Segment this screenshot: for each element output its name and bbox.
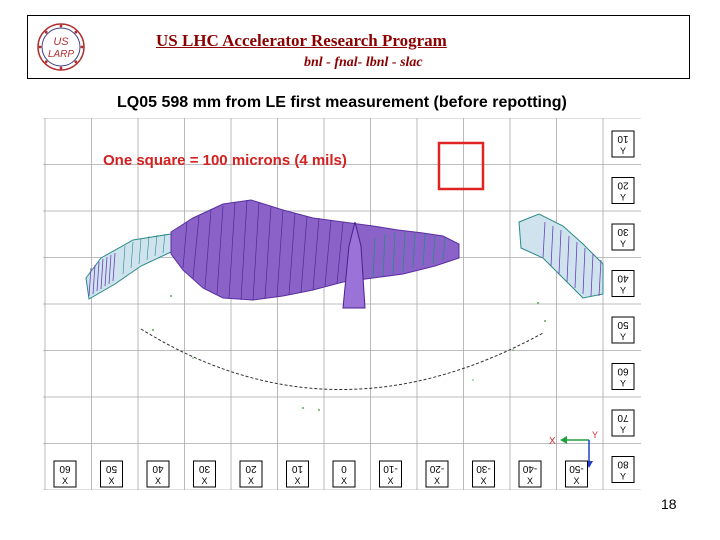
bottom-axis-label: 30 X: [193, 460, 216, 488]
x-axis-label: X: [549, 436, 556, 447]
right-axis-label: 10 Y: [611, 130, 635, 158]
axis-label-letter: X: [294, 476, 300, 486]
axis-label-letter: Y: [620, 379, 626, 389]
axis-label-letter: X: [341, 476, 347, 486]
axis-label-letter: X: [62, 476, 68, 486]
axis-label-number: 50: [617, 319, 629, 330]
axis-label-letter: X: [248, 476, 254, 486]
bottom-axis-label: -10 X: [379, 460, 402, 488]
header-box: US LARP US LHC Accelerator Research Prog…: [27, 15, 690, 79]
right-axis-label: 80 Y: [611, 456, 635, 483]
axis-label-letter: Y: [620, 193, 626, 203]
bottom-axis-label: 0X: [332, 460, 356, 488]
axis-label-number: -40: [522, 463, 537, 474]
bottom-axis-label: 40 X: [146, 460, 170, 488]
axis-label-number: 20: [245, 463, 257, 474]
bottom-axis-label: -30 X: [472, 460, 495, 488]
right-axis-label: 30 Y: [611, 223, 635, 251]
axis-label-letter: Y: [620, 472, 626, 482]
bottom-axis-label: -50 X: [565, 460, 588, 488]
axis-label-letter: Y: [620, 425, 626, 435]
axis-label-letter: X: [480, 476, 486, 486]
scale-note: One square = 100 microns (4 mils): [103, 152, 347, 169]
svg-text:US: US: [53, 36, 69, 48]
page-number: 18: [661, 496, 677, 512]
axis-label-letter: X: [573, 476, 579, 486]
axis-label-number: 70: [617, 412, 629, 423]
x-arrow-head: [560, 436, 567, 444]
axis-label-number: 40: [617, 273, 629, 284]
right-axis-label: 70 Y: [611, 409, 635, 437]
svg-text:LARP: LARP: [48, 49, 74, 60]
bottom-axis-label: 50 X: [100, 460, 123, 488]
right-coil-hatch: [542, 221, 602, 297]
axis-label-number: 50: [106, 463, 118, 474]
slide-title: LQ05 598 mm from LE first measurement (b…: [117, 94, 567, 111]
right-axis-labels: 10 Y 20 Y 30 Y 40 Y 50 Y 60 Y 70 Y 80 Y: [611, 130, 635, 483]
bottom-axis-label: -40 X: [518, 460, 542, 488]
axis-label-number: 40: [152, 463, 164, 474]
axis-label-letter: X: [108, 476, 114, 486]
left-coil-hatch: [88, 252, 116, 297]
axis-label-number: 20: [617, 180, 629, 191]
axis-label-letter: X: [201, 476, 207, 486]
axis-label-letter: Y: [620, 239, 626, 249]
central-spike: [342, 221, 366, 309]
right-axis-label: 20 Y: [611, 177, 635, 204]
right-axis-label: 60 Y: [611, 363, 635, 390]
central-hatch: [182, 199, 344, 301]
axis-label-letter: Y: [620, 146, 626, 156]
bottom-axis-label: 60 X: [53, 460, 77, 488]
axis-label-number: 10: [292, 463, 304, 474]
axis-label-number: 30: [199, 463, 211, 474]
inner-arc: [140, 328, 544, 390]
axis-label-number: 80: [617, 459, 629, 470]
axis-label-letter: Y: [620, 332, 626, 342]
bottom-axis-label: 20 X: [239, 460, 263, 488]
left-teal-hatch: [122, 233, 166, 275]
program-title: US LHC Accelerator Research Program: [156, 31, 447, 50]
axis-label-number: 60: [617, 366, 629, 377]
axis-label-letter: Y: [620, 286, 626, 296]
plot-grid: [43, 118, 641, 490]
program-labs: bnl - fnal- lbnl - slac: [304, 55, 423, 70]
axis-label-number: 60: [59, 463, 71, 474]
axis-label-letter: X: [434, 476, 440, 486]
scatter-points: [152, 295, 546, 411]
axis-label-number: -10: [383, 463, 398, 474]
teal-fringe: [372, 231, 446, 279]
bottom-axis-label: -20 X: [425, 460, 449, 488]
central-coil: [170, 199, 460, 301]
axis-label-letter: X: [155, 476, 161, 486]
axis-label-letter: X: [387, 476, 393, 486]
axis-label-number: 30: [617, 226, 629, 237]
axis-label-number: -30: [476, 463, 491, 474]
bottom-axis-label: 10 X: [286, 460, 309, 488]
right-axis-label: 40 Y: [611, 270, 635, 297]
right-axis-label: 50 Y: [611, 316, 635, 344]
us-larp-logo: US LARP: [37, 23, 85, 71]
scale-square: [437, 141, 485, 191]
axis-label-number: 0: [341, 463, 347, 474]
axis-label-number: 10: [617, 133, 629, 144]
axis-label-number: -50: [569, 463, 584, 474]
y-axis-indicator-label: Y: [592, 430, 598, 440]
right-coil-band: [518, 213, 604, 299]
axis-label-number: -20: [429, 463, 444, 474]
axis-label-letter: X: [527, 476, 533, 486]
